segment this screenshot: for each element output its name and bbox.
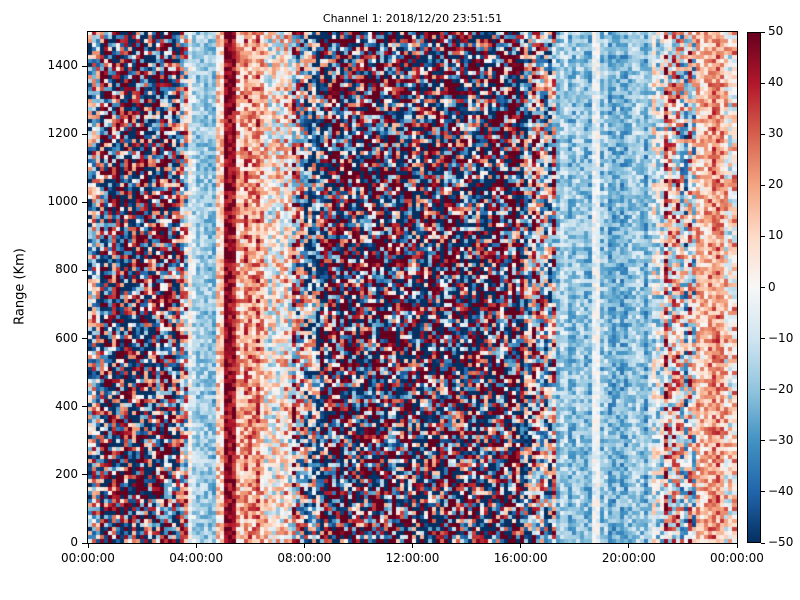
x-tick-mark [87,543,89,548]
y-axis-label: Range (Km) [12,248,28,325]
y-tick-mark [82,338,87,340]
y-tick-label: 200 [55,466,78,481]
colorbar-tick-mark [761,235,765,237]
colorbar-tick-mark [761,184,765,186]
colorbar-tick-label: −30 [768,432,794,447]
y-tick-label: 600 [55,330,78,345]
x-tick-label: 12:00:00 [385,551,440,565]
colorbar-tick-label: 50 [768,24,784,38]
x-tick-label: 04:00:00 [169,551,224,565]
x-tick-mark [736,543,738,548]
colorbar-tick-label: −20 [768,381,794,396]
y-tick-mark [82,474,87,476]
y-tick-mark [82,201,87,203]
colorbar-tick-mark [761,542,765,544]
y-tick-mark [82,542,87,544]
x-tick-mark [195,543,197,548]
y-tick-mark [82,65,87,67]
y-tick-label: 400 [55,398,78,413]
colorbar-tick-label: 30 [768,126,784,141]
y-tick-mark [82,269,87,271]
heatmap-canvas [88,32,737,543]
colorbar-tick-label: 40 [768,75,784,90]
colorbar-tick-mark [761,440,765,442]
colorbar-tick-label: 10 [768,228,784,243]
colorbar-tick-mark [761,491,765,493]
colorbar-tick-mark [761,82,765,84]
x-tick-label: 20:00:00 [601,551,656,565]
colorbar-tick-label: −50 [768,535,794,549]
x-tick-label: 00:00:00 [61,551,115,565]
colorbar-tick-label: −40 [768,483,794,498]
x-tick-mark [412,543,413,548]
y-tick-label: 800 [55,262,78,277]
colorbar [747,32,761,543]
plot-title: Channel 1: 2018/12/20 23:51:51 [322,12,503,25]
y-tick-mark [82,406,87,408]
x-tick-label: 08:00:00 [277,551,332,565]
y-tick-label: 1200 [47,126,78,141]
y-tick-mark [82,133,87,135]
colorbar-tick-mark [761,287,765,288]
x-tick-label: 00:00:00 [710,551,764,565]
colorbar-tick-mark [761,338,765,340]
y-tick-label: 1400 [47,58,78,73]
x-tick-mark [628,543,630,548]
colorbar-tick-label: 20 [768,177,784,192]
colorbar-tick-mark [761,389,765,391]
x-tick-label: 16:00:00 [493,551,548,565]
colorbar-tick-mark [761,133,765,135]
colorbar-tick-label: −10 [768,330,794,345]
colorbar-tick-mark [761,31,765,33]
y-tick-label: 0 [70,535,78,549]
x-tick-mark [520,543,522,548]
y-tick-label: 1000 [47,194,78,209]
x-tick-mark [303,543,305,548]
colorbar-tick-label: 0 [768,279,776,294]
